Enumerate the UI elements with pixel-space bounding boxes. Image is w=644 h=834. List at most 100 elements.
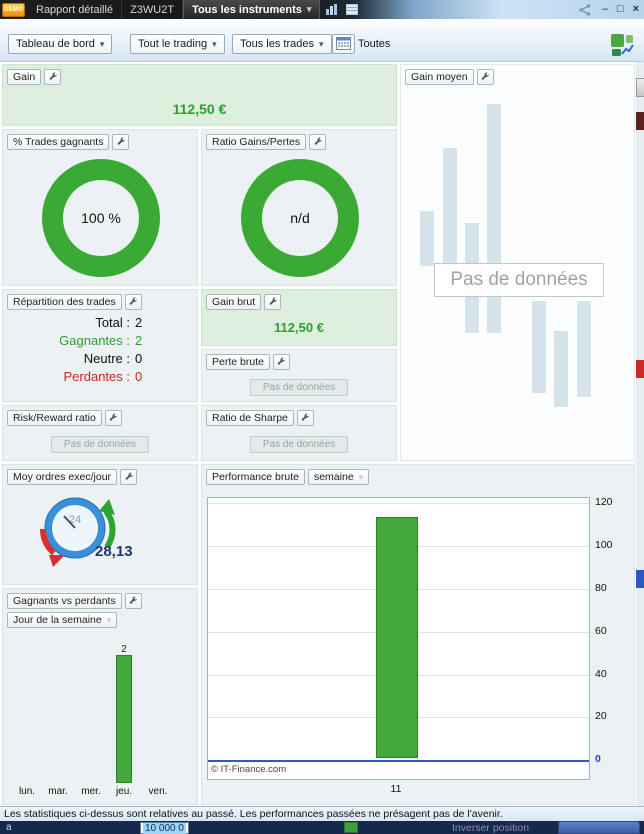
- panel-sharpe: Ratio de Sharpe Pas de données: [201, 405, 397, 461]
- performance-title-button[interactable]: Performance brute: [206, 469, 305, 485]
- performance-period-label: semaine: [313, 471, 354, 483]
- panel-perte-brute: Perte brute Pas de données: [201, 349, 397, 402]
- green-up-arrow-icon: [99, 499, 115, 515]
- moy-ordres-wrench-button[interactable]: [120, 469, 138, 485]
- edge-maroon-button[interactable]: [636, 112, 644, 130]
- panel-gain-moyen-header: Gain moyen: [405, 69, 494, 85]
- pct-gagnants-title-button[interactable]: % Trades gagnants: [7, 134, 110, 150]
- quantity-selected-text: 10 000 0: [143, 822, 186, 834]
- panel-ratio-gains-pertes: Ratio Gains/Pertes n/d: [201, 129, 397, 286]
- ratio-gains-pertes-title-button[interactable]: Ratio Gains/Pertes: [206, 134, 307, 150]
- zero-axis-line: [208, 760, 589, 762]
- pct-gagnants-donut-label: 100 %: [63, 180, 139, 256]
- wrench-icon: [481, 72, 489, 80]
- gain-moyen-no-data: Pas de données: [434, 263, 604, 297]
- panel-performance: Performance brute semaine ▾ 120 100 80 6…: [201, 464, 635, 805]
- calendar-icon: [336, 36, 351, 53]
- dashboard-layout-button[interactable]: [608, 34, 635, 61]
- tab-account-code[interactable]: Z3WU2T: [122, 0, 184, 19]
- trades-dropdown[interactable]: Tous les trades ▾: [232, 34, 332, 54]
- minimize-button[interactable]: –: [601, 3, 608, 15]
- chevron-down-icon: ▾: [212, 38, 217, 49]
- edge-blue-button[interactable]: [636, 570, 644, 588]
- maximize-button[interactable]: □: [616, 3, 624, 15]
- right-edge-strip: [636, 62, 644, 806]
- weekday-label: lun.: [18, 786, 36, 797]
- gain-title-button[interactable]: Gain: [7, 69, 42, 85]
- repartition-gagnantes-label: Gagnantes :: [59, 333, 130, 348]
- weekday-label: mer.: [81, 786, 101, 797]
- wrench-icon: [49, 72, 57, 80]
- repartition-wrench-button[interactable]: [124, 294, 142, 310]
- panel-gain-brut: Gain brut 112,50 €: [201, 289, 397, 346]
- tab-rapport-detaille[interactable]: Rapport détaillé: [28, 0, 123, 19]
- share-icon[interactable]: [577, 2, 593, 17]
- y-tick-100: 100: [595, 539, 613, 551]
- pct-gagnants-wrench-button[interactable]: [112, 134, 130, 150]
- sharpe-wrench-button[interactable]: [296, 410, 314, 426]
- performance-period-dropdown[interactable]: semaine ▾: [307, 469, 370, 485]
- wrench-icon: [129, 596, 138, 604]
- gvp-dimension-dropdown[interactable]: Jour de la semaine ▾: [7, 612, 118, 628]
- ratio-gains-pertes-donut-label: n/d: [262, 180, 338, 256]
- copyright-watermark: © IT-Finance.com: [211, 764, 287, 775]
- watermark-bar: [554, 331, 568, 407]
- statusbar: Les statistiques ci-dessus sont relative…: [0, 806, 644, 821]
- edge-gray-button[interactable]: [636, 78, 644, 97]
- sharpe-title-button[interactable]: Ratio de Sharpe: [206, 410, 294, 426]
- view-dropdown[interactable]: Tableau de bord ▾: [8, 34, 113, 54]
- blue-button-fragment[interactable]: [558, 821, 640, 834]
- list-icon[interactable]: [344, 2, 360, 17]
- watermark-bar: [420, 211, 434, 266]
- buy-indicator-fragment[interactable]: [344, 822, 358, 833]
- x-tick-label: 11: [390, 783, 402, 795]
- close-button[interactable]: ×: [632, 3, 639, 15]
- ratio-gains-pertes-wrench-button[interactable]: [309, 134, 327, 150]
- edge-red-button[interactable]: [636, 360, 644, 378]
- calendar-button[interactable]: [332, 34, 355, 54]
- moy-ordres-title-button[interactable]: Moy ordres exec/jour: [7, 469, 118, 485]
- risk-reward-wrench-button[interactable]: [104, 410, 122, 426]
- gvp-wrench-button[interactable]: [124, 593, 142, 609]
- repartition-title-button[interactable]: Répartition des trades: [7, 294, 122, 310]
- weekday-label: ven.: [148, 786, 168, 797]
- red-down-arrow-icon: [49, 555, 65, 567]
- tab-tous-les-instruments[interactable]: Tous les instruments ▾: [183, 0, 321, 19]
- gain-brut-title-button[interactable]: Gain brut: [206, 294, 262, 310]
- scope-dropdown[interactable]: Tout le trading ▾: [130, 34, 225, 54]
- repartition-row-gagnantes: Gagnantes : 2: [3, 332, 155, 350]
- y-tick-60: 60: [595, 625, 607, 637]
- gauge-label: 24: [69, 514, 81, 526]
- wrench-icon: [278, 357, 286, 365]
- chevron-down-icon: ▾: [358, 471, 364, 482]
- bottom-order-bar: a 10 000 0 Inverser position: [0, 821, 644, 834]
- y-tick-40: 40: [595, 668, 607, 680]
- risk-reward-no-data: Pas de données: [50, 436, 150, 453]
- gain-wrench-button[interactable]: [44, 69, 62, 85]
- gvp-title-button[interactable]: Gagnants vs perdants: [7, 593, 122, 609]
- ratio-gains-pertes-donut: n/d: [241, 159, 359, 277]
- panel-perte-brute-header: Perte brute: [206, 354, 290, 370]
- gain-brut-wrench-button[interactable]: [264, 294, 282, 310]
- panel-moy-ordres: Moy ordres exec/jour 24 28,13: [2, 464, 198, 585]
- chart-icon[interactable]: [324, 2, 340, 17]
- repartition-row-neutre: Neutre : 0: [3, 350, 155, 368]
- wrench-icon: [125, 472, 133, 480]
- wrench-icon: [302, 413, 310, 421]
- panel-performance-header: Performance brute semaine ▾: [206, 469, 370, 485]
- risk-reward-title-button[interactable]: Risk/Reward ratio: [7, 410, 102, 426]
- perte-brute-wrench-button[interactable]: [272, 354, 290, 370]
- perte-brute-no-data: Pas de données: [249, 379, 349, 396]
- quantity-field[interactable]: 10 000 0: [140, 822, 189, 834]
- view-dropdown-label: Tableau de bord: [16, 38, 95, 50]
- gain-moyen-wrench-button[interactable]: [476, 69, 494, 85]
- panel-pct-header: % Trades gagnants: [7, 134, 130, 150]
- weekday-bar: [116, 655, 132, 783]
- panel-sharpe-header: Ratio de Sharpe: [206, 410, 314, 426]
- gain-moyen-title-button[interactable]: Gain moyen: [405, 69, 474, 85]
- panel-repartition-header: Répartition des trades: [7, 294, 142, 310]
- panel-gain-header: Gain: [7, 69, 62, 85]
- panel-risk-reward: Risk/Reward ratio Pas de données: [2, 405, 198, 461]
- perte-brute-title-button[interactable]: Perte brute: [206, 354, 270, 370]
- toolbar: Tableau de bord ▾ Tout le trading ▾ Tous…: [0, 19, 644, 62]
